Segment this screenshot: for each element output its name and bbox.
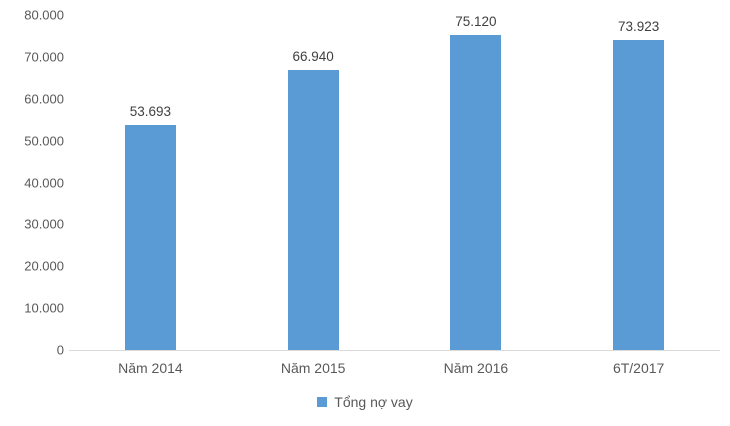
bar xyxy=(287,69,339,350)
y-tick-label: 70.000 xyxy=(24,49,64,65)
bar-value-label: 73.923 xyxy=(617,19,660,35)
y-tick-label: 20.000 xyxy=(24,258,64,274)
legend: Tổng nợ vay xyxy=(0,394,730,410)
bar xyxy=(450,35,502,350)
y-tick-label: 60.000 xyxy=(24,91,64,107)
y-tick-label: 50.000 xyxy=(24,133,64,149)
y-tick-label: 40.000 xyxy=(24,175,64,190)
y-tick-label: 0 xyxy=(56,342,64,358)
bar-value-label: 53.693 xyxy=(129,104,172,120)
legend-label: Tổng nợ vay xyxy=(334,394,413,410)
x-axis-category-label: Năm 2014 xyxy=(118,360,183,376)
y-tick-label: 30.000 xyxy=(24,216,64,232)
legend-marker-icon xyxy=(317,397,328,407)
bar xyxy=(613,40,665,350)
y-tick-label: 10.000 xyxy=(24,300,64,316)
plot-area: 53.693 66.940 75.120 73.923 xyxy=(69,14,720,351)
bar-value-label: 66.940 xyxy=(292,48,334,64)
bar-value-label: 75.120 xyxy=(455,14,497,30)
y-tick-label: 80.000 xyxy=(24,7,64,23)
bar xyxy=(124,125,176,350)
x-axis-category-label: Năm 2016 xyxy=(443,360,509,376)
x-axis-category-label: Năm 2015 xyxy=(280,360,346,376)
x-axis-category-label: 6T/2017 xyxy=(612,360,665,376)
